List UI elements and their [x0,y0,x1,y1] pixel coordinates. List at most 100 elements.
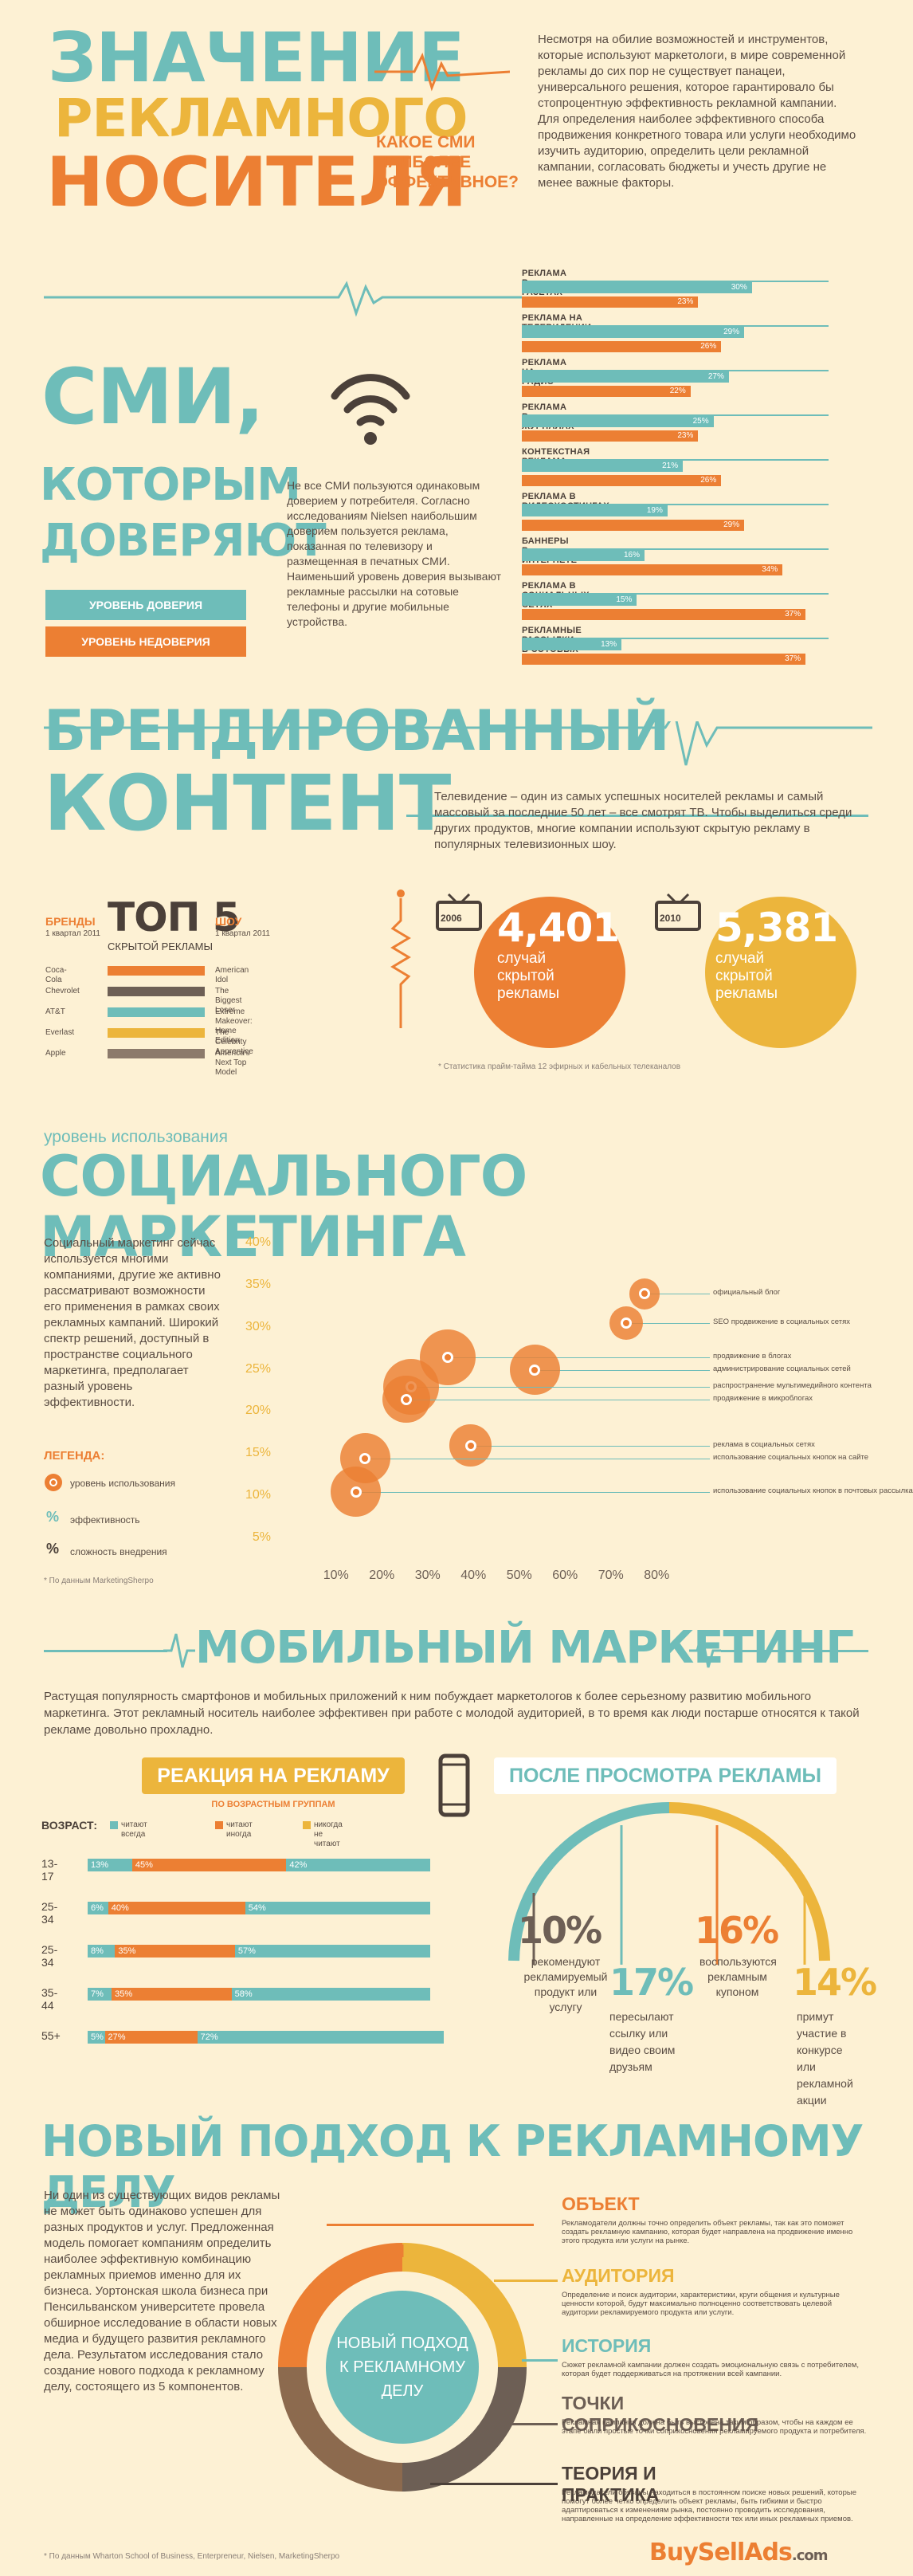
show-name: The Biggest Loser [215,987,242,1015]
y-tick-label: 40% [245,1235,271,1249]
shows-label: ШОУ [215,915,242,928]
approach-item-title: ТОЧКИ СОПРИКОСНОВЕНИЯ [562,2393,758,2435]
bubble-leader-line [355,1491,710,1493]
social-text: Социальный маркетинг сейчас используется… [44,1236,221,1409]
approach-item-text: Определение и поиск аудитории, характери… [562,2291,840,2317]
trust-title-1: СМИ, [41,352,264,442]
trust-title-2: КОТОРЫМ [40,459,301,511]
approach-item-text: Рекламная кампания должна быть выстроена… [562,2418,867,2436]
reaction-bar: 13% [88,1859,132,1871]
brand-logo[interactable]: BuySellAds.com [649,2539,828,2566]
x-tick-label: 60% [552,1569,578,1582]
approach-footnote: * По данным Wharton School of Business, … [44,2552,340,2561]
connector-2 [494,2280,558,2282]
branded-title-2: КОНТЕНТ [44,759,451,848]
legend-swatch [303,1821,311,1829]
connector-1 [327,2224,534,2226]
reaction-bar: 40% [108,1902,245,1914]
branded-text: Телевидение – один из самых успешных нос… [434,790,852,851]
after-title-box [494,1757,837,1794]
trust-bar: 15% [522,595,637,606]
stat-3-value: 16% [695,1909,779,1952]
distrust-bar: 23% [522,430,699,442]
stat-2-text: пересылают ссылку или видео своим друзья… [609,2010,676,2073]
show-name: American Idol [215,966,249,984]
x-tick-label: 70% [598,1569,624,1582]
connector-4 [494,2423,558,2425]
brand-name: BuySellAds [649,2539,793,2566]
shows-date: 1 квартал 2011 [215,929,270,938]
header-intro: Несмотря на обилие возможностей и инстру… [538,33,856,190]
age-group-label: 55+ [41,2029,61,2042]
tv1-circle [474,897,625,1048]
legend-title: ЛЕГЕНДА: [44,1449,105,1463]
brands-label: БРЕНДЫ [45,915,96,928]
bubble-label: продвижение в блогах [713,1351,792,1361]
bubble-label: официальный блог [713,1288,781,1298]
trust-bar: 29% [522,327,745,338]
distrust-bar: 37% [522,654,806,665]
trust-bar-rule [522,548,829,550]
connector-3 [522,2359,558,2362]
trust-bar-rule [522,593,829,595]
brand-suffix: .com [791,2547,829,2564]
trust-zigzag-icon [44,277,872,317]
age-group-label: 25-34 [41,1900,58,1926]
y-tick-label: 5% [252,1530,271,1544]
trust-bar: 21% [522,461,684,472]
reaction-title: РЕАКЦИЯ НА РЕКЛАМУ [157,1765,390,1787]
trust-bar: 19% [522,505,668,516]
header-zigzag-icon [374,48,511,96]
after-title: ПОСЛЕ ПРОСМОТРА РЕКЛАМЫ [508,1765,822,1787]
distrust-bar: 26% [522,341,722,352]
distrust-bar: 22% [522,386,691,397]
bubble-label: администрирование социальных сетей [713,1364,851,1373]
mobile-zigzag-icon-2 [689,1626,721,1674]
bubble-center-dot [464,1439,476,1451]
y-tick-label: 35% [245,1277,271,1291]
bubble-label: продвижение в микроблогах [713,1393,813,1403]
trust-title-3: ДОВЕРЯЮТ [40,515,327,567]
distrust-bar: 29% [522,520,745,531]
stat-1-text: рекомендуют рекламируемый продукт или ус… [523,1955,608,2013]
bubble-center-dot [529,1364,540,1376]
phone-icon [438,1753,470,1817]
after-arc-icon [502,1801,837,1969]
approach-item-text: Сюжет рекламной кампании должен создать … [562,2361,860,2378]
x-tick-label: 10% [323,1569,349,1582]
y-tick-label: 15% [245,1446,271,1460]
title-line-2: РЕКЛАМНОГО [54,88,468,149]
tv1-icon [434,886,484,936]
branded-divider [406,815,868,817]
x-tick-label: 30% [414,1569,441,1582]
x-tick-label: 80% [644,1569,670,1582]
brand-bar [108,1028,205,1038]
tv2-year: 2010 [660,913,681,924]
mobile-zigzag-icon [163,1626,195,1674]
bubble-label: распространение мультимедийного контента [713,1380,872,1390]
bubble-leader-line [410,1386,710,1388]
brand-name: AT&T [45,1007,65,1016]
y-tick-label: 20% [245,1404,271,1418]
bubble-center-dot [621,1317,632,1329]
trust-bar-rule [522,414,829,416]
mobile-title: МОБИЛЬНЫЙ МАРКЕТИНГ [195,1622,854,1674]
trust-bar-rule [522,638,829,639]
brand-bar [108,966,205,976]
mobile-text: Растущая популярность смартфонов и мобил… [44,1690,860,1737]
trust-text: Не все СМИ пользуются одинаковым доверие… [287,479,502,628]
tv2-icon [653,886,703,936]
title-line-3: НОСИТЕЛЯ [46,143,467,222]
age-group-label: 35-44 [41,1986,58,2012]
branded-footnote: * Статистика прайм-тайма 12 эфирных и ка… [438,1062,681,1071]
brand-bar [108,1049,205,1058]
bubble-center-dot [359,1452,371,1464]
tv2-value: 5,381 [715,905,838,951]
approach-title: НОВЫЙ ПОДХОД К РЕКЛАМНОМУ ДЕЛУ [41,2116,864,2217]
trust-bar-rule [522,459,829,461]
approach-ring-icon [275,2240,530,2495]
distrust-bar: 26% [522,475,722,486]
reaction-bar: 72% [197,2031,445,2044]
approach-item-text: Рекламодатели должны точно определить об… [562,2219,853,2245]
